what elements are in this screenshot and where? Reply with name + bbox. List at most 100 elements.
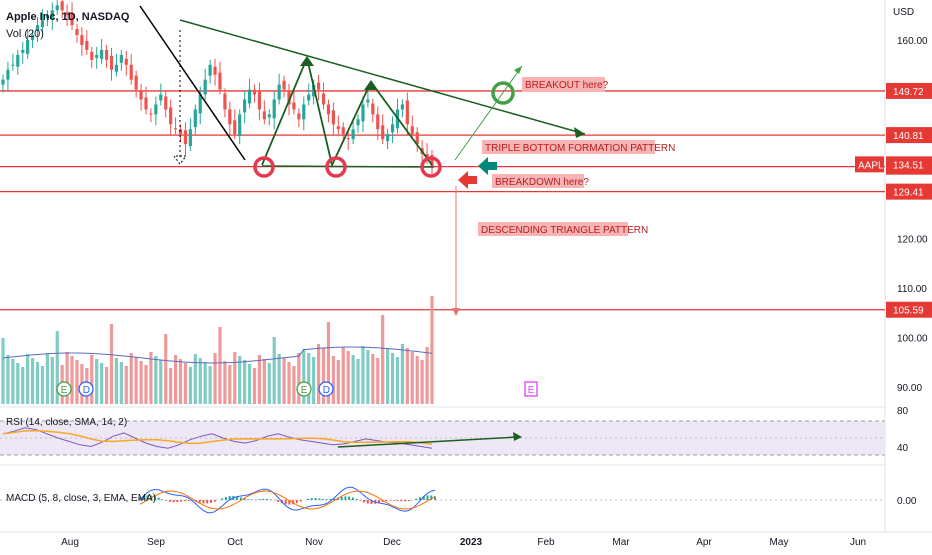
rsi-band [0, 421, 885, 455]
candle-body [361, 104, 364, 121]
macd-hist-bar [169, 500, 171, 502]
pattern-drawings[interactable] [140, 6, 585, 316]
candle-body [386, 134, 389, 141]
volume-bar [125, 366, 128, 404]
macd-hist-bar [210, 500, 212, 503]
rsi-panel[interactable]: RSI (14, close, SMA, 14, 2) [0, 417, 885, 455]
volume-bar [233, 352, 236, 404]
candle-body [149, 113, 152, 114]
volume-bar [342, 347, 345, 404]
candle-body [120, 55, 123, 63]
macd-hist-bar [397, 500, 399, 501]
time-tick-2023: 2023 [460, 537, 483, 548]
triple-bottom-label[interactable]: TRIPLE BOTTOM FORMATION PATTERN [485, 143, 675, 154]
candle-body [174, 128, 177, 129]
macd-hist-bar [273, 500, 275, 501]
candle-body [278, 85, 281, 100]
macd-hist-bar [400, 500, 402, 501]
candle-body [253, 90, 256, 95]
macd-hist-bar [389, 500, 391, 501]
candle-body [233, 120, 236, 134]
peak-arrow-2 [364, 80, 378, 90]
descending-label[interactable]: DESCENDING TRIANGLE PATTERN [481, 225, 648, 236]
volume-bar [421, 360, 424, 404]
macd-panel[interactable]: MACD (5, 8, close, 3, EMA, EMA) [0, 487, 885, 513]
candle-body [80, 35, 83, 45]
volume-bar [110, 324, 113, 404]
macd-hist-bar [188, 500, 190, 501]
candle-body [366, 99, 369, 102]
macd-hist-bar [262, 499, 264, 500]
chart-title[interactable]: Apple Inc, 1D, NASDAQ [6, 11, 130, 23]
candle-body [199, 95, 202, 114]
volume-bar [371, 354, 374, 404]
volume-bar [75, 360, 78, 404]
candle-body [164, 97, 167, 110]
time-tick-nov: Nov [305, 537, 323, 548]
volume-bar [149, 352, 152, 404]
volume-bar [361, 346, 364, 404]
candle-body [292, 102, 295, 109]
event-marker-label: D [323, 385, 330, 396]
candle-body [125, 59, 128, 65]
volume-bar [248, 364, 251, 404]
price-tick-120: 120.00 [897, 234, 928, 245]
horizontal-levels [0, 91, 885, 310]
volume-bar [297, 353, 300, 404]
time-tick-oct: Oct [227, 537, 243, 548]
volume-bar [366, 350, 369, 404]
level-tag-0: 149.72 [893, 87, 924, 98]
candle-body [268, 114, 271, 117]
breakdown-label[interactable]: BREAKDOWN here? [495, 177, 589, 188]
volume-bar [95, 359, 98, 404]
macd-hist-bar [258, 499, 260, 500]
candle-body [238, 114, 241, 136]
volume-bar [386, 349, 389, 404]
macd-hist-bar [221, 498, 223, 500]
candle-body [218, 73, 221, 90]
candle-body [213, 67, 216, 75]
volume-bar [223, 361, 226, 404]
volume-bar [312, 357, 315, 404]
time-tick-dec: Dec [383, 537, 401, 548]
candle-body [159, 95, 162, 101]
macd-label[interactable]: MACD (5, 8, close, 3, EMA, EMA) [6, 493, 156, 504]
macd-hist-bar [404, 500, 406, 501]
rsi-label[interactable]: RSI (14, close, SMA, 14, 2) [6, 417, 127, 428]
macd-hist-bar [307, 499, 309, 500]
volume-bar [159, 360, 162, 404]
macd-hist-bar [285, 500, 287, 504]
event-marker-label: E [301, 385, 308, 396]
volume-bar [174, 355, 177, 404]
level-tag-3: 129.41 [893, 188, 924, 199]
event-marker-label: D [83, 385, 90, 396]
volume-bar [189, 367, 192, 404]
price-scale[interactable]: USD 160.00150.00140.00130.00120.00110.00… [893, 7, 928, 394]
macd-hist-bar [184, 500, 186, 501]
time-tick-may: May [770, 537, 789, 548]
volume-bar [154, 356, 157, 404]
candle-body [352, 129, 355, 139]
volume-bar [332, 356, 335, 404]
candle-body [135, 76, 138, 90]
macd-hist-bar [277, 500, 279, 502]
macd-hist-bar [225, 497, 227, 500]
volume-legend[interactable]: Vol (20) [6, 28, 44, 40]
volume-bar [352, 355, 355, 404]
candle-body [179, 129, 182, 134]
time-tick-feb: Feb [537, 537, 555, 548]
time-tick-apr: Apr [696, 537, 712, 548]
candle-body [282, 81, 285, 90]
candle-body [16, 55, 19, 67]
breakout-label[interactable]: BREAKOUT here? [525, 80, 609, 91]
level-tag-4: 105.59 [893, 306, 924, 317]
candle-body [391, 124, 394, 132]
downtrend-line[interactable] [140, 6, 245, 160]
macd-hist-bar [408, 500, 410, 501]
volume-bar [169, 368, 172, 404]
